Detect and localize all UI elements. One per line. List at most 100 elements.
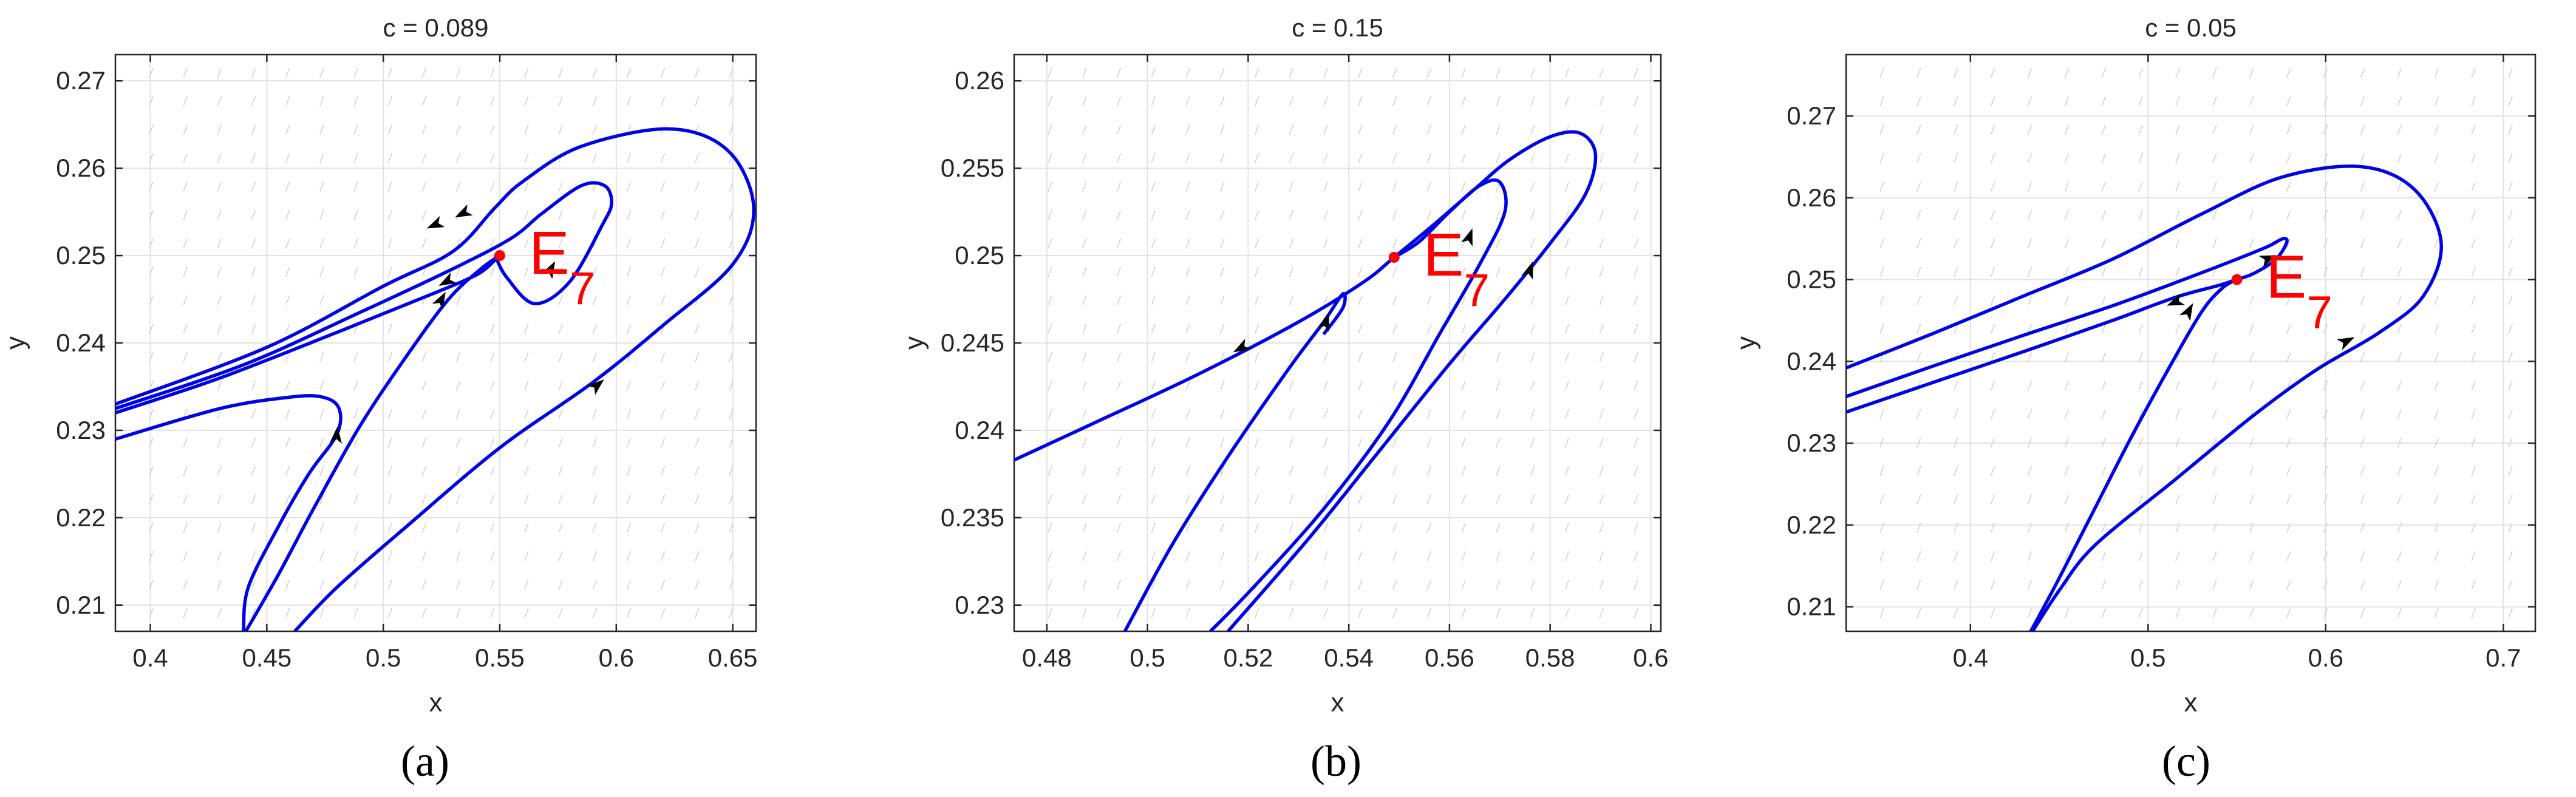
field-arrow	[1048, 266, 1052, 277]
field-arrow	[524, 266, 529, 277]
field-arrow	[1954, 466, 1958, 477]
field-arrow	[353, 153, 358, 163]
field-arrow	[2471, 67, 2476, 78]
field-arrow	[251, 608, 256, 619]
field-arrow	[660, 579, 666, 590]
field-arrow	[183, 209, 188, 220]
field-arrow	[1564, 238, 1570, 249]
trajectory	[1846, 164, 2443, 631]
field-arrow	[1879, 551, 1884, 561]
field-arrow	[217, 409, 222, 419]
field-arrow	[2101, 437, 2107, 448]
field-arrow	[558, 579, 563, 590]
field-arrow	[1082, 238, 1087, 249]
field-arrow	[2508, 551, 2513, 561]
field-arrow	[1990, 181, 1995, 192]
field-arrow	[421, 551, 427, 561]
field-arrow	[1289, 494, 1294, 504]
field-arrow	[2212, 352, 2217, 362]
field-arrow	[2249, 523, 2254, 533]
field-arrow	[285, 67, 290, 78]
field-arrow	[2064, 409, 2070, 419]
field-arrow	[1426, 409, 1432, 419]
field-arrow	[1185, 153, 1190, 163]
field-arrow	[2027, 238, 2033, 249]
field-arrow	[353, 494, 358, 504]
field-arrow	[1990, 67, 1995, 78]
field-arrow	[2323, 551, 2328, 561]
field-arrow	[2508, 181, 2513, 192]
y-tick-label: 0.25	[56, 241, 106, 270]
field-arrow	[1185, 124, 1190, 135]
field-arrow	[149, 238, 154, 249]
field-arrow	[149, 409, 154, 419]
field-arrow	[2397, 295, 2402, 306]
field-arrow	[421, 608, 427, 619]
field-arrow	[1116, 295, 1122, 306]
field-arrow	[1599, 153, 1604, 163]
field-arrow	[387, 153, 392, 163]
field-arrow	[1185, 266, 1190, 277]
field-arrow	[1392, 295, 1397, 306]
field-arrow	[217, 494, 222, 504]
field-arrow	[1496, 238, 1501, 249]
field-arrow	[1564, 209, 1570, 220]
field-arrow	[1990, 437, 1995, 448]
field-arrow	[455, 324, 461, 334]
field-arrow	[2323, 181, 2328, 192]
field-arrow	[1564, 324, 1570, 334]
field-arrow	[2175, 96, 2180, 107]
field-arrow	[2064, 551, 2070, 561]
field-arrow	[1116, 209, 1122, 220]
field-arrow	[1426, 324, 1432, 334]
field-arrow	[1116, 153, 1122, 163]
field-arrow	[2027, 266, 2033, 277]
trajectory-arrow	[1460, 228, 1473, 246]
field-arrow	[1917, 181, 1921, 192]
field-arrow	[1990, 124, 1995, 135]
field-arrow	[285, 96, 290, 107]
field-arrow	[285, 238, 290, 249]
field-arrow	[2101, 466, 2107, 477]
field-arrow	[2175, 266, 2180, 277]
trajectory-arrow	[587, 379, 604, 395]
field-arrow	[1879, 181, 1884, 192]
field-arrow	[626, 153, 632, 163]
field-arrow	[2508, 209, 2513, 220]
field-arrow	[285, 608, 290, 619]
field-arrow	[592, 608, 598, 619]
field-arrow	[1289, 409, 1294, 419]
field-arrow	[1220, 409, 1225, 419]
field-arrow	[1151, 238, 1156, 249]
field-arrow	[1358, 153, 1363, 163]
field-arrow	[695, 266, 700, 277]
field-arrow	[1289, 67, 1294, 78]
field-arrow	[1564, 494, 1570, 504]
field-arrow	[592, 551, 598, 561]
field-arrow	[1358, 437, 1363, 448]
field-arrow	[1289, 608, 1294, 619]
field-arrow	[183, 124, 188, 135]
field-arrow	[285, 295, 290, 306]
field-arrow	[2027, 551, 2033, 561]
trajectory-arrow	[2258, 255, 2277, 268]
field-arrow	[1530, 209, 1535, 220]
field-arrow	[353, 124, 358, 135]
field-arrow	[353, 96, 358, 107]
field-arrow	[1564, 153, 1570, 163]
field-arrow	[1496, 494, 1501, 504]
field-arrow	[2175, 409, 2180, 419]
equilibrium-label: E	[1423, 221, 1464, 289]
field-arrow	[2138, 437, 2143, 448]
field-arrow	[2471, 437, 2476, 448]
field-arrow	[319, 466, 324, 477]
field-arrow	[2212, 608, 2217, 619]
field-arrow	[626, 579, 632, 590]
field-arrow	[2323, 494, 2328, 504]
field-arrow	[1220, 153, 1225, 163]
field-arrow	[1461, 579, 1466, 590]
field-arrow	[2101, 266, 2107, 277]
field-arrow	[455, 579, 461, 590]
field-arrow	[558, 324, 563, 334]
field-arrow	[2138, 409, 2143, 419]
